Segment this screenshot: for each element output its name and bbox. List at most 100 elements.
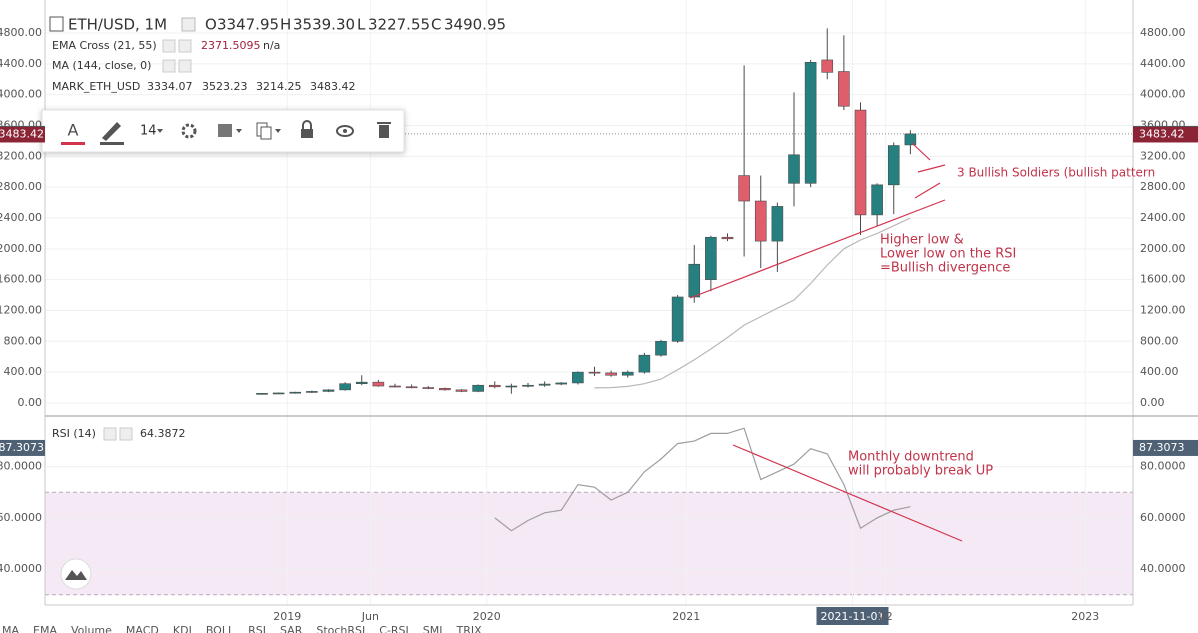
candle-body	[904, 133, 917, 146]
ohlc-key: L	[357, 16, 366, 34]
candle-body	[455, 389, 468, 392]
y-tick-label: 2400.00	[0, 211, 42, 224]
bottom-tab[interactable]: MA	[2, 624, 19, 633]
candle-body	[588, 371, 601, 374]
bottom-tab[interactable]: KDJ	[173, 624, 192, 633]
bottom-tab[interactable]: BOLL	[206, 624, 235, 633]
candle-body	[838, 71, 850, 107]
candle-body	[655, 341, 667, 356]
font-size[interactable]: 14	[140, 124, 157, 139]
pattern-line	[917, 164, 946, 173]
y-tick-label: 40.0000	[0, 562, 42, 575]
indicator-icon[interactable]	[103, 427, 117, 441]
bottom-tab[interactable]: EMA	[33, 624, 57, 633]
candle-body	[788, 154, 800, 184]
candle-body	[488, 384, 501, 388]
candle-body	[405, 386, 418, 389]
rsi-name: RSI (14)	[52, 427, 96, 440]
indicator-value: 3523.23	[202, 80, 248, 93]
x-tick-label: Jun	[361, 610, 379, 623]
candle-body	[871, 184, 883, 216]
rsi-value: 64.3872	[140, 427, 186, 440]
indicator-icon[interactable]	[162, 39, 176, 53]
y-tick-label: 800.00	[1140, 334, 1179, 347]
candle-body	[705, 236, 717, 280]
line-swatch[interactable]	[100, 142, 124, 145]
bottom-tab[interactable]: RSI	[248, 624, 266, 633]
indicator-value: n/a	[263, 39, 280, 52]
ohlc-value: 3227.55	[368, 16, 430, 34]
indicator-icon[interactable]	[162, 59, 176, 73]
settings-tool[interactable]	[181, 123, 197, 139]
y-tick-label: 4400.00	[0, 57, 42, 70]
bottom-tab[interactable]: C-RSI	[379, 624, 409, 633]
bottom-tab[interactable]: MACD	[126, 624, 159, 633]
color-swatch[interactable]	[61, 142, 85, 145]
bottom-tab[interactable]: SAR	[280, 624, 303, 633]
candle-body	[372, 381, 385, 387]
pen-tool[interactable]	[102, 122, 121, 141]
crosshair-x-label: 2021-11-01	[821, 610, 885, 623]
y-tick-label: 400.00	[4, 365, 43, 378]
lock-tool[interactable]	[301, 129, 313, 138]
eye-pupil	[343, 129, 347, 133]
x-tick-label: 22	[879, 610, 893, 623]
line-series	[494, 427, 911, 532]
y-tick-label: 40.0000	[1140, 562, 1186, 575]
y-tick-label: 80.0000	[1140, 460, 1186, 473]
trend-line	[689, 199, 946, 299]
candle-body	[638, 354, 651, 373]
visibility-tool[interactable]	[336, 125, 354, 137]
y-tick-label: 4000.00	[1140, 88, 1186, 101]
indicator-icon[interactable]	[178, 39, 192, 53]
indicator-icon[interactable]	[178, 59, 192, 73]
y-tick-label: 4800.00	[1140, 26, 1186, 39]
dropdown-arrow[interactable]	[236, 129, 242, 133]
dropdown-arrow[interactable]	[275, 129, 281, 133]
bottom-tab[interactable]: TRIX	[456, 624, 483, 633]
fill-tool[interactable]	[218, 124, 232, 137]
candle-body	[439, 388, 451, 391]
text-tool[interactable]: A	[68, 121, 79, 140]
price-label-bg	[0, 439, 45, 456]
y-tick-label: 1200.00	[1140, 303, 1186, 316]
settings-icon[interactable]	[181, 17, 196, 32]
indicator-value: 3334.07	[147, 80, 193, 93]
bottom-tab[interactable]: Volume	[71, 624, 112, 633]
crosshair-label-bg	[816, 607, 889, 625]
pattern-line	[914, 182, 941, 199]
drawing-toolbar: A 14	[41, 109, 405, 153]
logo[interactable]	[60, 558, 92, 590]
bottom-tab[interactable]: SMI	[423, 624, 443, 633]
candle-body	[854, 109, 867, 216]
candle-body	[306, 391, 318, 393]
symbol-icon[interactable]	[49, 16, 64, 32]
price-label: 3483.42	[1139, 127, 1185, 140]
dropdown-arrow[interactable]	[157, 129, 163, 133]
grid-layer: 0.00 0.00 400.00 400.00 800.00 800.00 1200.00 1…	[0, 0, 1186, 605]
candle-body	[572, 371, 584, 384]
indicator-icon[interactable]	[119, 427, 133, 441]
indicator-value: 3214.25	[256, 80, 302, 93]
y-tick-label: 2800.00	[0, 180, 42, 193]
y-tick-label: 1600.00	[1140, 273, 1186, 286]
clone-tool[interactable]	[260, 126, 272, 140]
y-tick-label: 2400.00	[1140, 211, 1186, 224]
price-label: 3483.42	[0, 127, 44, 140]
ohlc-value: 3539.30	[293, 16, 355, 34]
indicator-name: MARK_ETH_USD	[52, 80, 140, 93]
annotation: Monthly downtrend	[848, 450, 974, 465]
candle-body	[605, 372, 617, 376]
candle-body	[256, 393, 268, 395]
candle-body	[472, 384, 484, 392]
y-tick-label: 400.00	[1140, 365, 1179, 378]
marks-layer	[256, 28, 917, 532]
logo-mark	[65, 570, 87, 580]
price-label: 87.3073	[1139, 441, 1185, 454]
lock-shackle	[302, 120, 312, 129]
bottom-tab[interactable]: StochRSI	[316, 624, 365, 633]
delete-tool[interactable]	[379, 125, 389, 138]
y-tick-label: 80.0000	[0, 460, 42, 473]
candle-body	[339, 383, 351, 391]
rsi-band	[45, 492, 1133, 595]
